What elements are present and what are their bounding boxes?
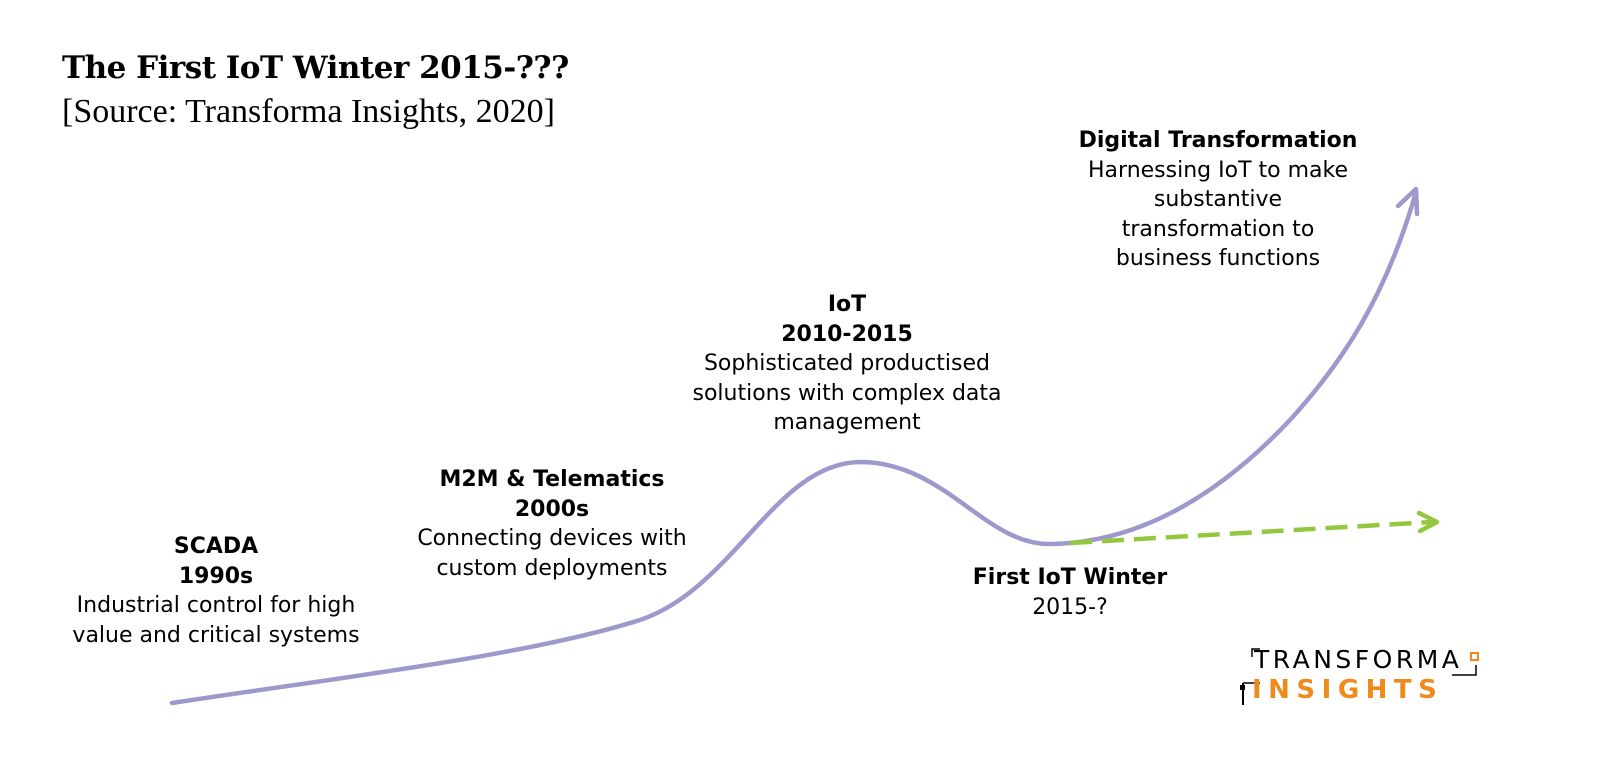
stage-period: 2000s (514, 496, 590, 522)
stage-m2m: M2M & Telematics 2000s Connecting device… (392, 465, 712, 583)
stage-description-line: substantive (1153, 187, 1283, 212)
diagram-title: The First IoT Winter 2015-??? (62, 50, 569, 86)
stage-period: 2015-? (1032, 594, 1108, 620)
stage-description-line: value and critical systems (72, 622, 360, 648)
stage-description-line: custom deployments (436, 555, 668, 581)
logo-frame-lines (1240, 648, 1479, 705)
logo-wordmark-bottom: INSIGHTS (1252, 675, 1444, 705)
main-curve-arrowhead (1395, 186, 1420, 217)
stage-heading: Digital Transformation (1078, 128, 1358, 153)
winter-arrowhead (1416, 510, 1440, 534)
stage-heading: SCADA (173, 534, 259, 559)
stage-iot: IoT 2010-2015 Sophisticated productised … (672, 290, 1022, 438)
stage-heading: First IoT Winter (972, 565, 1168, 590)
stage-period: 1990s (178, 563, 254, 589)
stage-description-line: transformation to (1121, 216, 1315, 242)
stage-description-line: Sophisticated productised (703, 351, 991, 376)
main-adoption-curve (169, 189, 1419, 706)
stage-heading: M2M & Telematics (439, 467, 665, 492)
winter-dashed-arrow (1069, 519, 1433, 546)
stage-digital-transformation: Digital Transformation Harnessing IoT to… (1048, 126, 1388, 274)
diagram-source: [Source: Transforma Insights, 2020] (62, 93, 555, 130)
stage-description-line: Industrial control for high (76, 593, 356, 618)
stage-description-line: solutions with complex data (692, 380, 1002, 406)
logo-wordmark-top: TRANSFORMA (1254, 645, 1463, 674)
stage-description-line: Connecting devices with (417, 526, 687, 551)
stage-description-line: business functions (1115, 246, 1321, 271)
transforma-insights-logo: TRANSFORMA INSIGHTS (1240, 645, 1485, 715)
stage-first-iot-winter: First IoT Winter 2015-? (950, 563, 1190, 622)
stage-heading: IoT (827, 292, 867, 317)
stage-description-line: management (773, 410, 921, 435)
stage-period: 2010-2015 (781, 321, 913, 347)
stage-description-line: Harnessing IoT to make (1088, 157, 1348, 183)
stage-scada: SCADA 1990s Industrial control for high … (46, 532, 386, 650)
